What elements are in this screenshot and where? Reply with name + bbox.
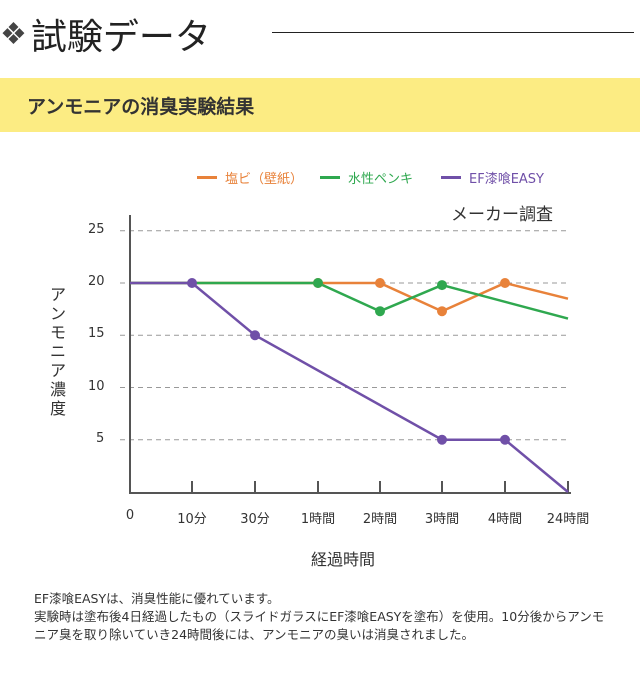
x-tick-label: 3時間 [424, 512, 460, 527]
series-line [130, 281, 569, 320]
data-point [500, 434, 510, 445]
y-tick-label: 15 [88, 326, 105, 342]
legend-item-efeasy: EF漆喰EASY [441, 168, 544, 187]
page-header: ❖ 試験データ [0, 8, 211, 60]
legend-swatch [320, 176, 340, 179]
legend-item-paint: 水性ペンキ [320, 168, 413, 187]
data-point [375, 306, 385, 317]
x-tick-label: 30分 [240, 512, 270, 527]
x-tick-label: 24時間 [546, 512, 590, 527]
section-banner: アンモニアの消臭実験結果 [0, 78, 640, 132]
section-title: アンモニアの消臭実験結果 [27, 96, 255, 118]
legend-swatch [197, 176, 217, 179]
x-tick-label: 2時間 [362, 512, 398, 527]
note-line: 実験時は塗布後4日経過したもの（スライドガラスにEF漆喰EASYを塗布）を使用。… [34, 609, 605, 642]
data-point [437, 280, 447, 291]
legend-label: 水性ペンキ [348, 172, 414, 187]
y-tick-label: 5 [96, 430, 105, 446]
series-line [130, 281, 569, 493]
legend-item-vinyl: 塩ビ（壁紙） [197, 168, 303, 187]
y-tick-label: 10 [88, 378, 105, 394]
chart-annotation: メーカー調査 [451, 205, 553, 225]
x-axis-label: 経過時間 [311, 550, 376, 569]
data-point [187, 278, 197, 288]
data-point [375, 278, 385, 288]
header-divider [272, 32, 634, 33]
y-tick-label: 25 [88, 221, 105, 237]
data-point [500, 278, 510, 288]
legend-label: 塩ビ（壁紙） [225, 172, 304, 187]
x-tick-label: 1時間 [300, 512, 336, 527]
y-axis-label: アンモニア濃度 [49, 285, 66, 418]
x-tick-label: 4時間 [487, 512, 523, 527]
note-text: EF漆喰EASYは、消臭性能に優れています。実験時は塗布後4日経過したもの（スラ… [34, 590, 614, 644]
legend-label: EF漆喰EASY [469, 172, 544, 187]
data-point [437, 434, 447, 445]
diamond-cluster-icon: ❖ [0, 16, 27, 52]
data-point [313, 278, 323, 288]
data-point [250, 330, 260, 341]
legend-swatch [441, 176, 461, 179]
y-tick-label: 20 [88, 274, 105, 289]
page-title: 試験データ [30, 17, 211, 58]
x-tick-label: 10分 [177, 512, 207, 527]
data-point [437, 306, 447, 317]
x-tick-label: 0 [125, 508, 135, 523]
note-line: EF漆喰EASYは、消臭性能に優れています。 [34, 591, 280, 606]
